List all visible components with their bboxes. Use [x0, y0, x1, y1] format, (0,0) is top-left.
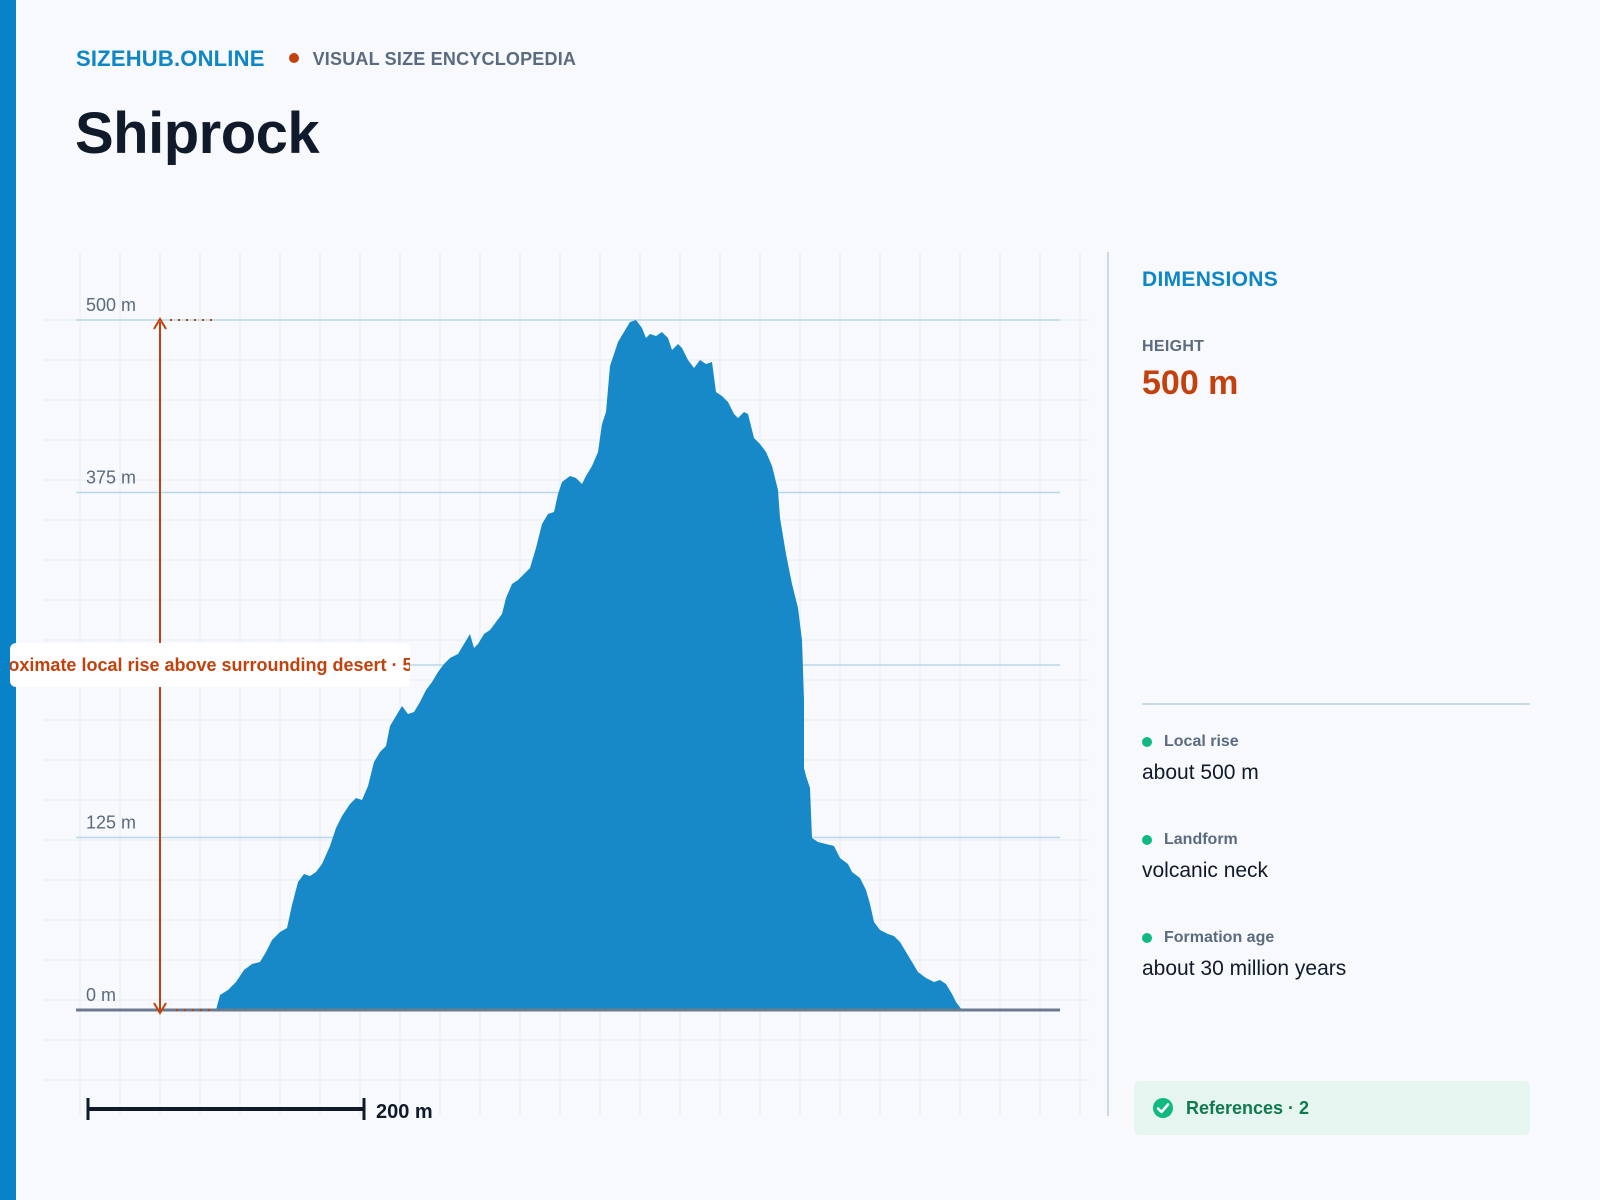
fact-item: Local rise about 500 m — [1142, 733, 1530, 785]
left-accent-bar — [0, 0, 16, 1200]
y-tick-label: 125 m — [86, 813, 136, 833]
fact-bullet-icon — [1142, 933, 1152, 943]
fact-item: Formation age about 30 million years — [1142, 929, 1530, 981]
y-tick-label: 500 m — [86, 295, 136, 315]
site-section-label: VISUAL SIZE ENCYCLOPEDIA — [312, 48, 577, 69]
height-label: HEIGHT — [1142, 338, 1205, 355]
site-brand-link[interactable]: SIZEHUB.ONLINE — [76, 46, 265, 71]
fact-bullet-icon — [1142, 835, 1152, 845]
scale-bar: 200 m — [86, 1098, 433, 1123]
fact-value: about 500 m — [1142, 761, 1259, 784]
page-title: Shiprock — [75, 101, 320, 166]
panel-title: DIMENSIONS — [1142, 268, 1279, 291]
y-tick-label: 375 m — [86, 468, 136, 488]
references-button[interactable]: References · 2 — [1134, 1081, 1530, 1135]
separator-dot-icon — [288, 53, 299, 63]
rise-annotation: Approximate local rise above surrounding… — [10, 643, 410, 687]
site-header: SIZEHUB.ONLINE VISUAL SIZE ENCYCLOPEDIA — [76, 46, 576, 72]
fact-item: Landform volcanic neck — [1142, 831, 1530, 883]
references-label: References · 2 — [1186, 1097, 1310, 1118]
fact-value: volcanic neck — [1142, 859, 1269, 882]
fact-bullet-icon — [1142, 737, 1152, 747]
check-circle-icon — [1152, 1097, 1174, 1119]
fact-value: about 30 million years — [1142, 957, 1347, 980]
scale-bar-label: 200 m — [376, 1101, 433, 1123]
panel-separator — [1142, 703, 1530, 705]
panel-divider — [1107, 252, 1109, 1116]
fact-label: Local rise — [1164, 733, 1239, 750]
height-value: 500 m — [1142, 364, 1239, 402]
fact-label: Landform — [1164, 831, 1238, 848]
rise-annotation-text: Approximate local rise above surrounding… — [10, 654, 410, 675]
fact-label: Formation age — [1164, 929, 1275, 946]
y-tick-label: 0 m — [86, 985, 116, 1005]
mountain-silhouette — [216, 320, 962, 1010]
